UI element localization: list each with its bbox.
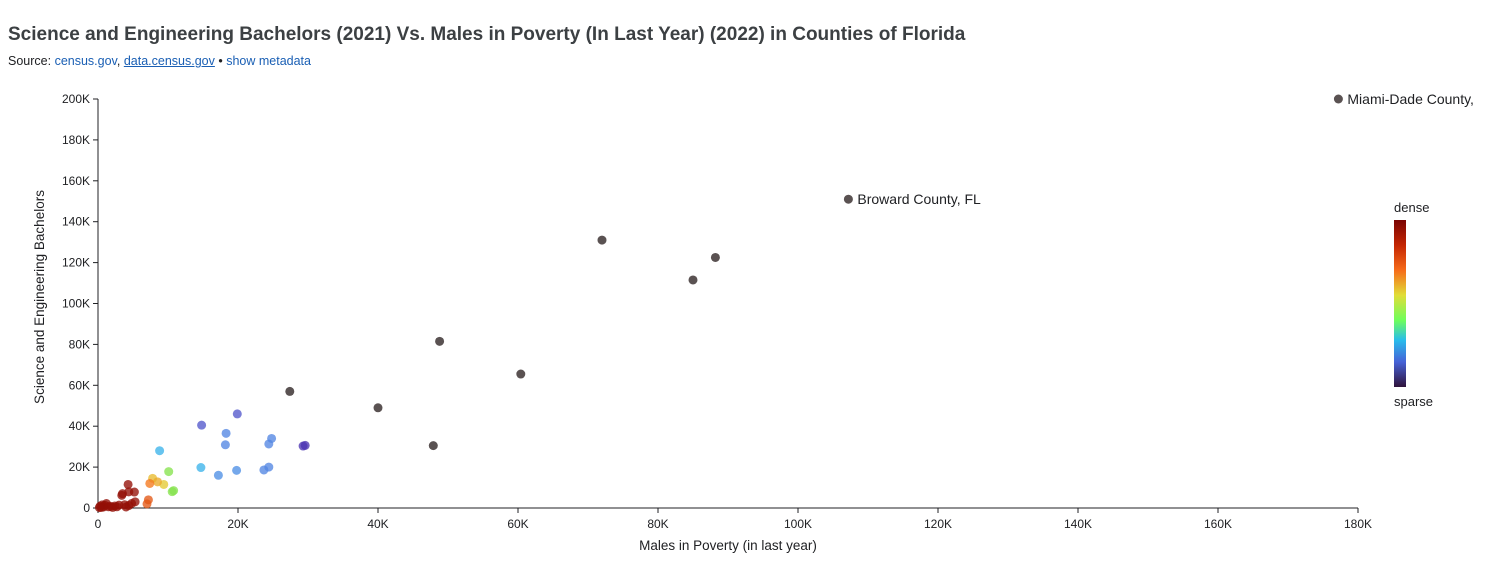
data-point-label: Broward County, FL bbox=[857, 191, 981, 207]
data-point[interactable] bbox=[94, 503, 104, 513]
source-link-data-census[interactable]: data.census.gov bbox=[123, 54, 215, 68]
x-tick-label: 40K bbox=[367, 517, 388, 531]
y-tick-label: 200K bbox=[62, 92, 90, 106]
data-point[interactable] bbox=[167, 487, 177, 497]
y-tick-label: 60K bbox=[69, 378, 90, 392]
data-point[interactable] bbox=[232, 465, 242, 475]
chart-source: Source: census.gov, data.census.gov • sh… bbox=[8, 54, 311, 68]
data-point[interactable] bbox=[221, 428, 231, 438]
y-axis-title: Science and Engineering Bachelors bbox=[32, 190, 47, 404]
data-point[interactable] bbox=[843, 194, 853, 204]
data-point[interactable] bbox=[259, 465, 269, 475]
x-tick-label: 0 bbox=[95, 517, 102, 531]
source-prefix: Source: bbox=[8, 54, 55, 68]
data-point[interactable] bbox=[232, 409, 242, 419]
data-point[interactable] bbox=[121, 502, 131, 512]
y-tick-label: 0 bbox=[83, 501, 90, 515]
data-point[interactable] bbox=[710, 252, 720, 262]
data-point[interactable] bbox=[516, 369, 526, 379]
y-tick-label: 140K bbox=[62, 215, 90, 229]
x-tick-label: 140K bbox=[1064, 517, 1092, 531]
data-point[interactable] bbox=[142, 499, 152, 509]
data-point[interactable] bbox=[220, 440, 230, 450]
data-point[interactable] bbox=[123, 479, 133, 489]
source-separator: , bbox=[116, 54, 124, 68]
y-tick-label: 20K bbox=[69, 460, 90, 474]
y-tick-label: 40K bbox=[69, 419, 90, 433]
x-tick-label: 160K bbox=[1204, 517, 1232, 531]
data-point[interactable] bbox=[117, 490, 127, 500]
x-tick-label: 80K bbox=[647, 517, 668, 531]
y-tick-label: 120K bbox=[62, 256, 90, 270]
x-tick-label: 180K bbox=[1344, 517, 1372, 531]
data-point[interactable] bbox=[300, 440, 310, 450]
data-point[interactable] bbox=[597, 235, 607, 245]
data-point[interactable] bbox=[1333, 94, 1343, 104]
y-tick-label: 100K bbox=[62, 297, 90, 311]
data-point[interactable] bbox=[373, 403, 383, 413]
legend-bottom-label: sparse bbox=[1394, 394, 1433, 409]
x-axis: 0 20K 40K 60K 80K 100K 120K 140K 160K 180K bbox=[95, 508, 1372, 531]
y-tick-label: 80K bbox=[69, 337, 90, 351]
y-axis: 0 20K 40K 60K 80K 100K 120K 140K 160K 180K 200K bbox=[62, 92, 98, 515]
legend-color-bar bbox=[1394, 220, 1406, 387]
x-tick-label: 20K bbox=[227, 517, 248, 531]
x-axis-title: Males in Poverty (in last year) bbox=[639, 538, 817, 553]
y-tick-label: 180K bbox=[62, 133, 90, 147]
data-point[interactable] bbox=[264, 439, 274, 449]
data-point[interactable] bbox=[285, 386, 295, 396]
legend-top-label: dense bbox=[1394, 200, 1429, 215]
chart-title: Science and Engineering Bachelors (2021)… bbox=[8, 24, 966, 45]
data-point[interactable] bbox=[155, 446, 165, 456]
data-point[interactable] bbox=[104, 502, 113, 512]
x-tick-label: 100K bbox=[784, 517, 812, 531]
data-point[interactable] bbox=[213, 470, 223, 480]
data-points bbox=[94, 94, 1343, 513]
source-link-census[interactable]: census.gov bbox=[54, 54, 117, 68]
data-point[interactable] bbox=[145, 478, 155, 488]
y-tick-label: 160K bbox=[62, 174, 90, 188]
data-point[interactable] bbox=[153, 477, 162, 487]
x-tick-label: 120K bbox=[924, 517, 952, 531]
data-point[interactable] bbox=[164, 467, 174, 477]
source-dot: • bbox=[214, 54, 227, 68]
data-point[interactable] bbox=[124, 487, 134, 497]
data-point[interactable] bbox=[196, 463, 206, 473]
data-point[interactable] bbox=[112, 502, 122, 512]
show-metadata-link[interactable]: show metadata bbox=[226, 54, 311, 68]
data-point[interactable] bbox=[435, 336, 445, 346]
data-point[interactable] bbox=[197, 420, 207, 430]
x-tick-label: 60K bbox=[507, 517, 528, 531]
point-labels: Miami-Dade County, Broward County, FL bbox=[857, 91, 1474, 207]
data-point[interactable] bbox=[688, 275, 698, 285]
data-point[interactable] bbox=[428, 441, 438, 451]
data-point-label: Miami-Dade County, bbox=[1347, 91, 1474, 107]
